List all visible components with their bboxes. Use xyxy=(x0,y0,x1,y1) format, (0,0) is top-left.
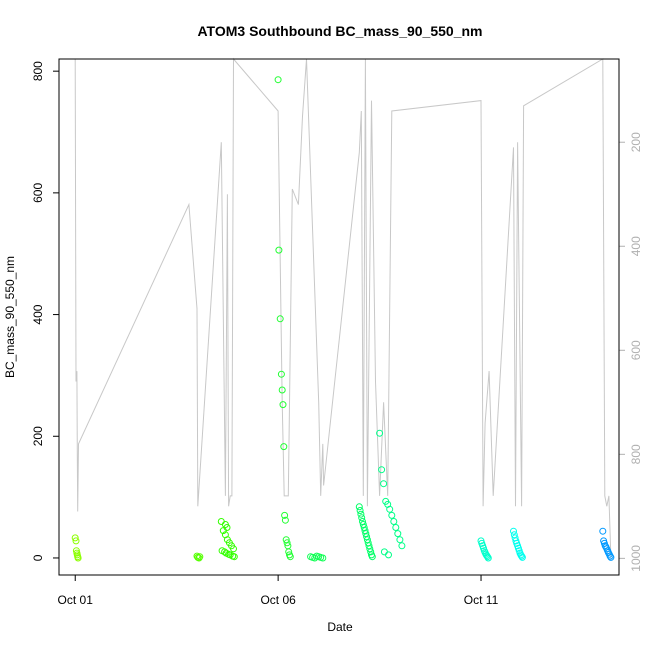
data-point xyxy=(285,548,293,556)
y-tick-label: 0 xyxy=(31,554,45,561)
plot-frame xyxy=(58,58,620,576)
data-point xyxy=(356,507,364,514)
right-tick-label: 600 xyxy=(629,340,643,360)
x-tick-label: Oct 06 xyxy=(260,593,296,607)
data-point xyxy=(376,429,384,437)
data-point xyxy=(195,554,203,562)
data-point xyxy=(398,542,406,550)
data-point xyxy=(274,76,282,84)
chart-title: ATOM3 Southbound BC_mass_90_550_nm xyxy=(197,23,482,39)
data-point xyxy=(396,536,404,544)
data-point xyxy=(378,466,386,474)
data-point xyxy=(279,401,287,409)
right-tick-label: 400 xyxy=(629,236,643,256)
y-tick-label: 200 xyxy=(31,426,45,446)
data-point xyxy=(385,551,392,559)
data-point xyxy=(277,370,285,378)
data-point xyxy=(359,521,367,528)
data-point xyxy=(510,527,517,535)
data-point xyxy=(607,553,615,561)
data-point xyxy=(230,553,238,561)
y-axis-label: BC_mass_90_550_nm xyxy=(3,256,17,378)
data-point xyxy=(283,539,291,547)
data-point xyxy=(390,518,398,525)
data-point xyxy=(74,554,82,562)
data-point xyxy=(281,511,289,519)
data-point xyxy=(518,552,526,560)
y-tick-label: 800 xyxy=(31,61,45,81)
data-point xyxy=(71,534,79,542)
data-point xyxy=(358,514,366,522)
data-point xyxy=(280,443,288,451)
x-tick-label: Oct 11 xyxy=(464,593,499,607)
data-point xyxy=(380,480,388,488)
data-point xyxy=(278,386,286,394)
data-point xyxy=(276,315,284,323)
data-point xyxy=(319,554,327,562)
altitude-trace-line xyxy=(74,57,612,559)
data-point xyxy=(368,553,376,561)
y-tick-label: 400 xyxy=(31,304,45,324)
data-point xyxy=(281,516,289,524)
data-point xyxy=(223,524,231,531)
data-point xyxy=(392,524,400,531)
right-tick-label: 200 xyxy=(629,132,643,152)
data-point xyxy=(357,510,365,518)
data-point xyxy=(230,545,237,553)
x-axis-label: Date xyxy=(327,620,353,634)
data-point xyxy=(380,548,388,556)
data-point xyxy=(286,553,294,561)
y-tick-label: 600 xyxy=(31,183,45,203)
data-point xyxy=(484,554,492,562)
data-point xyxy=(217,518,225,525)
axes-layer: 0 200 400 600 800 Oct 01 Oct 06 Oct 11 200 400 600… xyxy=(31,61,643,607)
x-tick-label: Oct 01 xyxy=(58,593,94,607)
data-point xyxy=(275,246,283,254)
data-point xyxy=(394,530,402,538)
data-point xyxy=(365,542,373,550)
right-tick-label: 1000 xyxy=(629,545,643,572)
data-point xyxy=(606,552,614,560)
data-point xyxy=(484,553,491,561)
data-point xyxy=(193,552,201,560)
altitude-trace-layer xyxy=(74,57,612,559)
data-point xyxy=(355,503,363,511)
right-tick-label: 800 xyxy=(629,444,643,464)
points-layer xyxy=(71,76,615,562)
data-point xyxy=(386,505,394,513)
data-point xyxy=(367,548,375,556)
data-point xyxy=(599,527,607,535)
data-point xyxy=(72,537,80,545)
data-point xyxy=(366,545,374,553)
data-point xyxy=(388,511,396,519)
data-point xyxy=(282,536,290,544)
data-point xyxy=(518,553,526,561)
data-point xyxy=(196,553,204,561)
